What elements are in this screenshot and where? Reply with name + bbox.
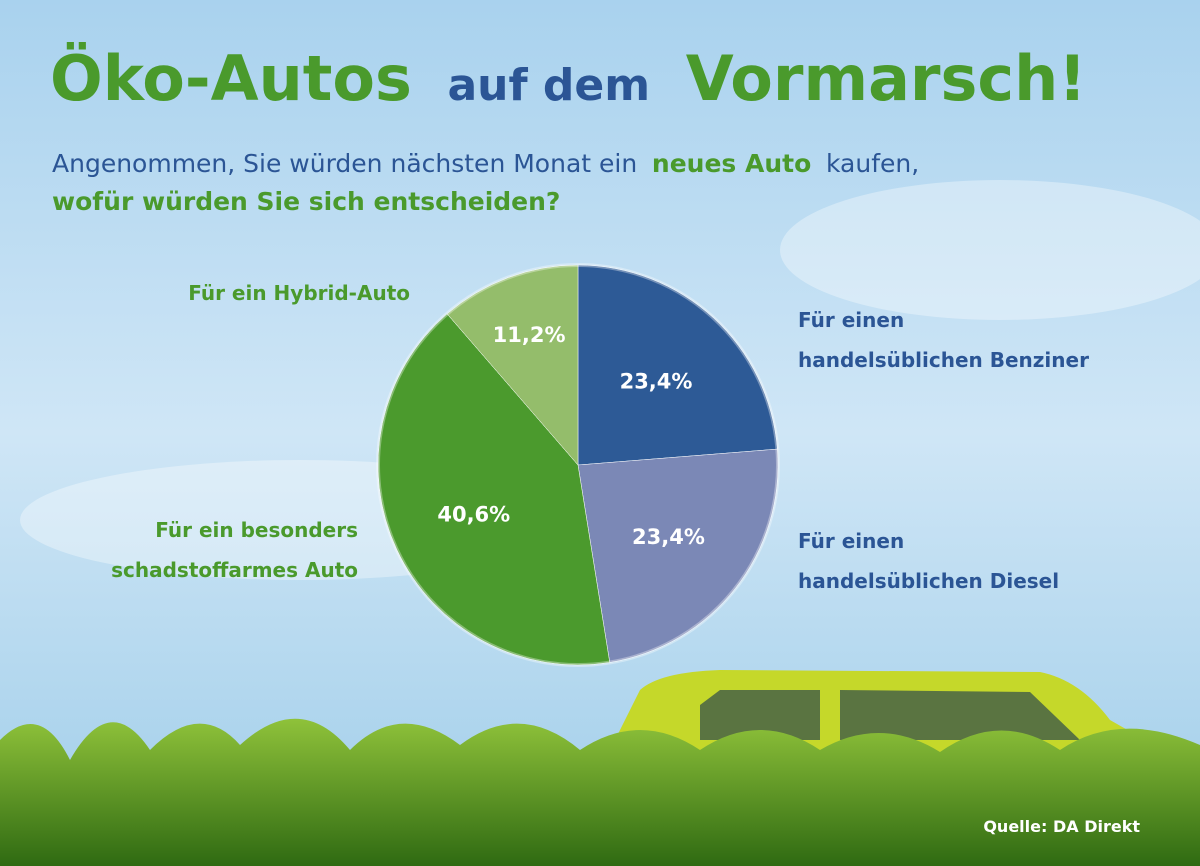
cloud xyxy=(780,180,1200,320)
pie-rim xyxy=(376,263,780,667)
pie-slice xyxy=(577,448,779,663)
subtitle: Angenommen, Sie würden nächsten Monat ei… xyxy=(52,149,928,216)
subtitle-part: wofür würden Sie sich entscheiden? xyxy=(52,187,560,216)
chart-title: Öko-Autos auf dem Vormarsch! xyxy=(50,42,1087,115)
value-label: 40,6% xyxy=(437,503,510,527)
subtitle-part: Angenommen, Sie würden nächsten Monat ei… xyxy=(52,149,637,178)
pie-slice xyxy=(577,264,778,466)
grass xyxy=(0,718,1200,866)
title-part: auf dem xyxy=(447,60,650,111)
pie: 23,4% Für einen handelsüblichen Benziner 23… xyxy=(111,263,1089,667)
subtitle-part: kaufen, xyxy=(826,149,919,178)
category-label: schadstoffarmes Auto xyxy=(111,558,358,582)
value-label: 23,4% xyxy=(632,525,705,549)
pie-slice xyxy=(446,264,579,466)
category-label: Für ein besonders xyxy=(155,518,358,542)
title-part: Öko-Autos xyxy=(50,42,412,115)
pie-slice xyxy=(377,313,611,666)
category-label: handelsüblichen Benziner xyxy=(798,348,1089,372)
car-window xyxy=(700,690,1080,740)
category-label: Für ein Hybrid-Auto xyxy=(188,281,410,305)
value-label: 23,4% xyxy=(620,370,693,394)
category-label: handelsüblichen Diesel xyxy=(798,569,1059,593)
title-part: Vormarsch! xyxy=(686,42,1087,115)
category-label: Für einen xyxy=(798,308,904,332)
source: Quelle: DA Direkt xyxy=(983,817,1140,836)
subtitle-part: neues Auto xyxy=(652,149,811,178)
value-label: 11,2% xyxy=(493,323,566,347)
category-label: Für einen xyxy=(798,529,904,553)
